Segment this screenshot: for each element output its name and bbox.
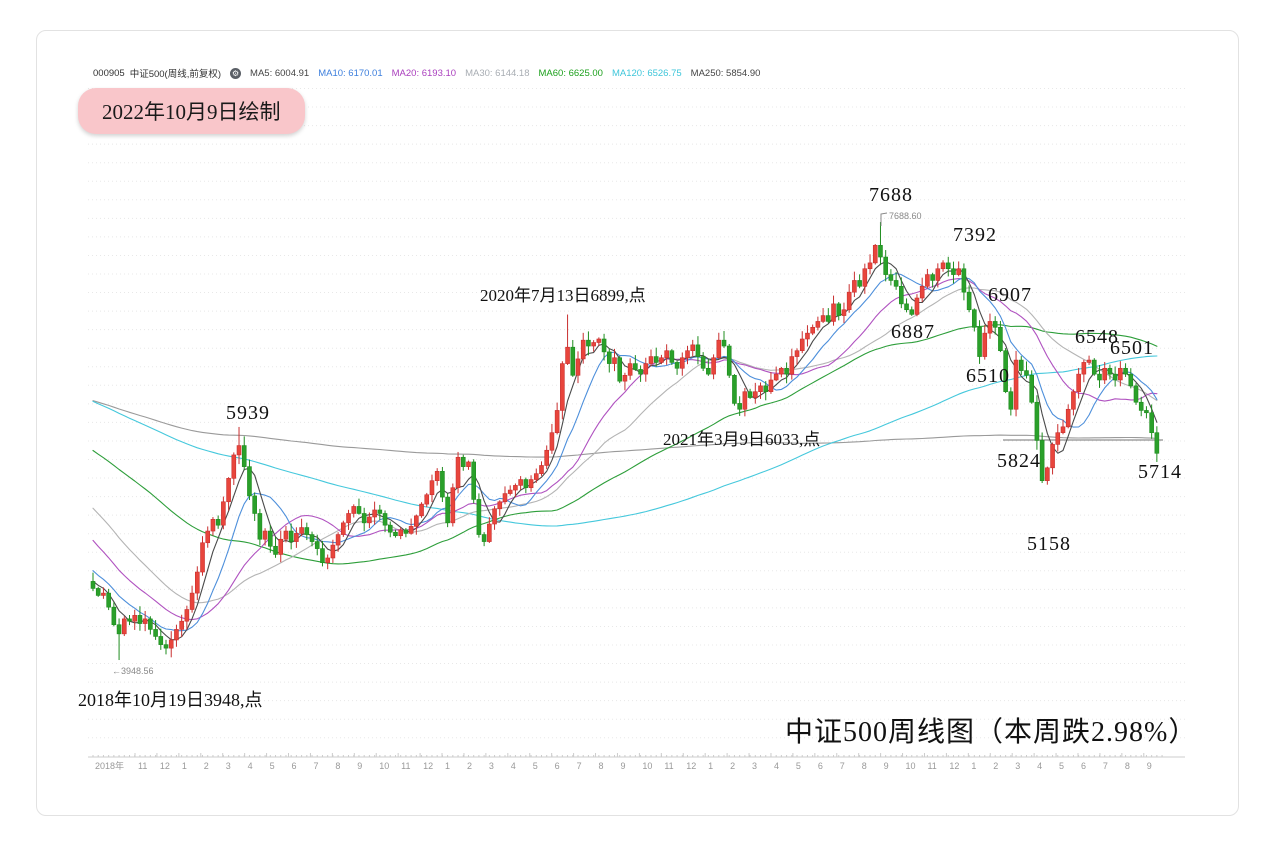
date-note: 2021年3月9日6033,点 xyxy=(663,430,821,449)
svg-text:9: 9 xyxy=(1147,761,1152,771)
price-level-label: 7392 xyxy=(953,224,997,246)
svg-text:3: 3 xyxy=(226,761,231,771)
svg-text:1: 1 xyxy=(708,761,713,771)
svg-text:3: 3 xyxy=(752,761,757,771)
ma-legend-item: MA10: 6170.01 xyxy=(318,67,383,79)
svg-text:7688.60: 7688.60 xyxy=(889,211,922,221)
svg-text:2: 2 xyxy=(204,761,209,771)
svg-text:←3948.56: ←3948.56 xyxy=(112,666,154,676)
svg-text:4: 4 xyxy=(774,761,779,771)
svg-text:9: 9 xyxy=(620,761,625,771)
svg-text:3: 3 xyxy=(1015,761,1020,771)
price-level-label: 5158 xyxy=(1027,533,1071,555)
date-note: 2018年10月19日3948,点 xyxy=(78,690,263,710)
svg-text:11: 11 xyxy=(138,761,147,771)
svg-text:8: 8 xyxy=(335,761,340,771)
svg-text:6: 6 xyxy=(292,761,297,771)
svg-text:11: 11 xyxy=(664,761,673,771)
svg-text:9: 9 xyxy=(357,761,362,771)
svg-text:6: 6 xyxy=(818,761,823,771)
gear-icon[interactable]: ⚙ xyxy=(230,67,242,79)
ma-legend-item: MA250: 5854.90 xyxy=(690,67,761,79)
svg-text:2: 2 xyxy=(467,761,472,771)
indicator-header: 000905 中证500(周线,前复权) ⚙ MA5: 6004.91 MA10:… xyxy=(93,66,760,80)
svg-text:8: 8 xyxy=(862,761,867,771)
svg-text:5: 5 xyxy=(1059,761,1064,771)
ma-legend-item: MA60: 6625.00 xyxy=(538,67,603,79)
price-level-label: 6510 xyxy=(966,365,1010,387)
svg-text:6: 6 xyxy=(1081,761,1086,771)
svg-text:10: 10 xyxy=(379,761,389,771)
svg-text:5: 5 xyxy=(533,761,538,771)
ma-legend-item: MA120: 6526.75 xyxy=(611,67,682,79)
svg-text:12: 12 xyxy=(160,761,170,771)
svg-text:10: 10 xyxy=(906,761,916,771)
svg-text:12: 12 xyxy=(949,761,959,771)
svg-text:7: 7 xyxy=(840,761,845,771)
price-level-label: 6887 xyxy=(891,321,935,343)
svg-text:4: 4 xyxy=(511,761,516,771)
ma-legend-item: MA20: 6193.10 xyxy=(391,67,457,79)
svg-text:8: 8 xyxy=(599,761,604,771)
svg-text:7: 7 xyxy=(313,761,318,771)
svg-text:5: 5 xyxy=(796,761,801,771)
svg-text:1: 1 xyxy=(445,761,450,771)
ma-legend-item: MA5: 6004.91 xyxy=(250,67,310,79)
svg-text:3: 3 xyxy=(489,761,494,771)
ma-legend: MA5: 6004.91 MA10: 6170.01 MA20: 6193.10 MA… xyxy=(250,68,760,79)
svg-text:4: 4 xyxy=(248,761,253,771)
svg-text:11: 11 xyxy=(927,761,936,771)
drawn-date-badge: 2022年10月9日绘制 xyxy=(78,88,305,134)
svg-text:4: 4 xyxy=(1037,761,1042,771)
svg-text:12: 12 xyxy=(423,761,433,771)
price-level-label: 6907 xyxy=(988,284,1032,306)
price-level-label: 5939 xyxy=(226,402,270,424)
svg-text:8: 8 xyxy=(1125,761,1130,771)
svg-text:6: 6 xyxy=(555,761,560,771)
svg-text:12: 12 xyxy=(686,761,696,771)
symbol-code: 000905 xyxy=(93,67,125,79)
chart-title: 中证500周线图（本周跌2.98%） xyxy=(785,717,1198,748)
price-level-label: 7688 xyxy=(869,184,913,206)
svg-text:9: 9 xyxy=(884,761,889,771)
svg-text:2: 2 xyxy=(993,761,998,771)
svg-text:5: 5 xyxy=(270,761,275,771)
svg-text:7: 7 xyxy=(577,761,582,771)
svg-text:2018年: 2018年 xyxy=(95,760,124,771)
svg-text:2: 2 xyxy=(730,761,735,771)
svg-text:7: 7 xyxy=(1103,761,1108,771)
svg-text:11: 11 xyxy=(401,761,410,771)
svg-text:1: 1 xyxy=(182,761,187,771)
svg-text:1: 1 xyxy=(971,761,976,771)
price-level-label: 5714 xyxy=(1138,461,1182,483)
svg-text:10: 10 xyxy=(642,761,652,771)
symbol-name: 中证500(周线,前复权) xyxy=(129,69,222,80)
ma-legend-item: MA30: 6144.18 xyxy=(465,67,530,79)
date-note: 2020年7月13日6899,点 xyxy=(480,286,646,305)
price-level-label: 6501 xyxy=(1110,337,1154,359)
price-level-label: 5824 xyxy=(997,450,1041,472)
price-level-label: 6548 xyxy=(1075,326,1119,348)
